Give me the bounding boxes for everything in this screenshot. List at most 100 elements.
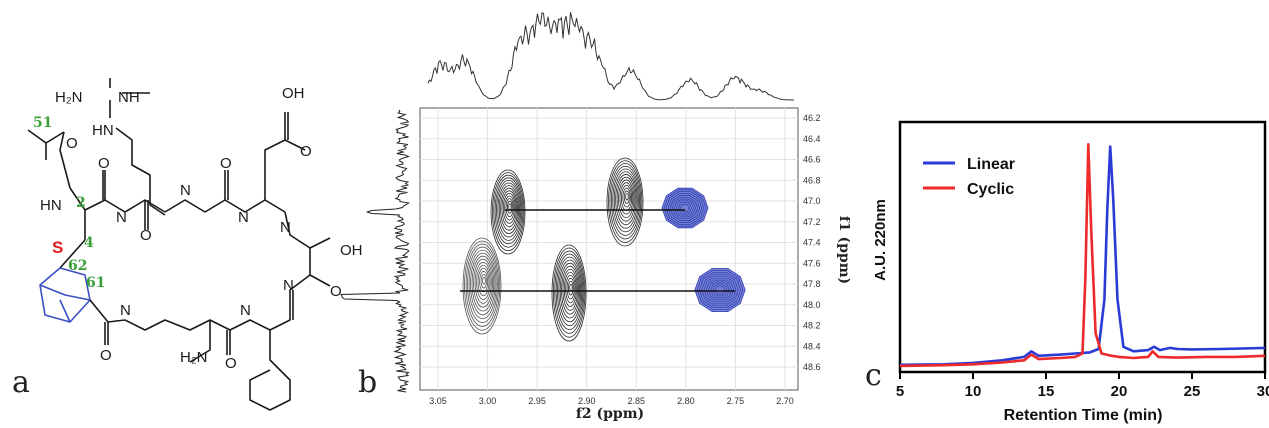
plot-frame (419, 107, 799, 391)
x-tick-label: 3.05 (429, 396, 447, 406)
contour-ring (464, 240, 501, 331)
contour-ring (676, 200, 694, 216)
contour-ring (618, 179, 635, 219)
contour-ring (554, 250, 585, 334)
amide-n-label: N (116, 209, 127, 226)
contour-ring (623, 190, 630, 204)
contour-ring (566, 277, 575, 300)
panel-letter-a: a (12, 365, 30, 400)
y-tick-label: 47.2 (803, 217, 821, 227)
contour-ring (701, 273, 739, 307)
amide-n-label: N (120, 302, 131, 319)
contour-ring (615, 174, 637, 226)
contour-ring (705, 277, 735, 303)
contour-ring (708, 279, 732, 301)
contour-ring (609, 163, 642, 240)
contour-ring (715, 285, 725, 295)
series-line-linear (899, 145, 1266, 367)
guanidine-nh-label: HN (92, 122, 114, 139)
legend-label: Cyclic (967, 181, 1014, 198)
contour-ring (669, 195, 701, 221)
y-tick-label: 46.8 (803, 175, 821, 185)
contour-peak (462, 237, 502, 335)
contour-ring (563, 271, 577, 307)
contour-ring (678, 202, 692, 214)
contour-ring (663, 189, 707, 227)
series-lines (899, 143, 1266, 368)
x-tick-label: 2.70 (776, 396, 794, 406)
oxygen-label: O (98, 155, 110, 172)
contour-ring (699, 271, 741, 309)
contour-ring (505, 198, 514, 218)
x-tick-label: 25 (1184, 383, 1201, 400)
y-tick-label: 47.8 (803, 279, 821, 289)
y-tick-label: 48.0 (803, 300, 821, 310)
panel-letter-c: c (865, 358, 882, 393)
contour-ring (493, 174, 524, 248)
contour-ring (703, 275, 737, 305)
legend: Linear Cyclic (923, 156, 1015, 198)
contour-ring (552, 247, 586, 338)
y-tick-label: 48.4 (803, 341, 821, 351)
contour-ring (613, 171, 638, 229)
contour-ring (479, 270, 489, 293)
x-tick-label: 10 (965, 383, 982, 400)
contour-ring (672, 196, 698, 220)
contour-ring (612, 168, 639, 233)
y-tick-label: 46.4 (803, 134, 821, 144)
contour-ring (712, 283, 728, 297)
acid-oh-label: OH (282, 85, 305, 102)
imine-label: NH (118, 89, 140, 106)
x-tick-label: 3.00 (479, 396, 497, 406)
amide-nh2-label: H₂N (180, 349, 208, 366)
y-tick-label: 46.6 (803, 155, 821, 165)
x-tick-label: 2.75 (727, 396, 745, 406)
contour-ring (674, 198, 696, 218)
series-line-cyclic (899, 143, 1266, 368)
contour-peak-blue (694, 267, 746, 313)
sulfur-label: S (52, 238, 63, 257)
y-axis-label: A.U. 220nm (872, 199, 889, 281)
contour-peak (606, 157, 644, 247)
contour-ring (551, 244, 587, 342)
contour-ring (502, 192, 516, 224)
peptide-structure-drawing: H₂N NH HN OH OH H₂N HN N N N N N N N O O… (12, 78, 363, 411)
contour-ring (477, 267, 490, 297)
x-axis-label: Retention Time (min) (1004, 407, 1163, 424)
x-tick-label: 2.85 (628, 396, 646, 406)
contour-ring (694, 267, 746, 313)
y-tick-label: 46.2 (803, 113, 821, 123)
contour-ring (625, 193, 629, 201)
oxygen-label: O (300, 143, 312, 160)
atom-number-label: 51 (33, 115, 52, 131)
x-tick-label: 2.90 (578, 396, 596, 406)
amide-n-label: N (240, 302, 251, 319)
contour-ring (490, 169, 526, 255)
contour-ring (610, 165, 640, 236)
nmr-spectrum-panel: b 3.05 3.00 2.95 2.90 2.85 2.80 2.75 2.70 46.2 4… (340, 0, 850, 428)
atom-number-label: 62 (68, 258, 87, 274)
y-tick-label: 47.6 (803, 258, 821, 268)
contour-ring (710, 281, 730, 299)
oxygen-label: O (220, 155, 232, 172)
contour-ring (462, 237, 502, 335)
oxygen-label: O (66, 135, 78, 152)
contour-ring (616, 176, 636, 222)
y-tick-label: 47.0 (803, 196, 821, 206)
contour-ring (506, 200, 513, 214)
x-axis-ticks: 5 10 15 20 25 30 (896, 372, 1269, 400)
y-tick-label: 48.2 (803, 321, 821, 331)
x-tick-label: 15 (1038, 383, 1055, 400)
hplc-chart: Linear Cyclic 5 10 15 20 25 30 Retention Time … (865, 120, 1269, 424)
contour-ring (696, 269, 744, 311)
atom-number-label: 61 (86, 275, 105, 291)
x-tick-label: 5 (896, 383, 904, 400)
x-tick-label: 20 (1111, 383, 1128, 400)
oxygen-label: O (100, 347, 112, 364)
f2-projection-trace (427, 12, 794, 101)
contour-ring (606, 157, 644, 247)
contour-ring (474, 261, 492, 304)
contour-ring (480, 273, 487, 289)
x-tick-label: 2.95 (528, 396, 546, 406)
chemical-structure-panel: H₂N NH HN OH OH H₂N HN N N N N N N N O O… (0, 0, 390, 428)
